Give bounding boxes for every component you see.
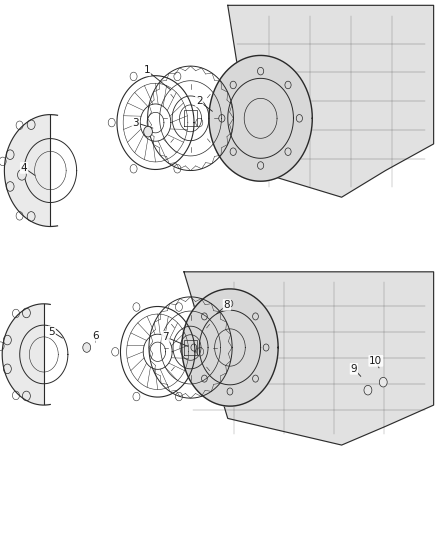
Text: 2: 2 — [196, 96, 203, 106]
Text: 1: 1 — [143, 66, 150, 75]
Circle shape — [144, 126, 152, 137]
Circle shape — [379, 377, 387, 387]
Circle shape — [83, 343, 91, 352]
Circle shape — [364, 385, 372, 395]
Circle shape — [18, 169, 26, 180]
Text: 8: 8 — [223, 300, 230, 310]
Text: 6: 6 — [92, 331, 99, 341]
Text: 3: 3 — [132, 118, 139, 127]
Polygon shape — [184, 272, 434, 445]
Polygon shape — [209, 55, 312, 181]
Polygon shape — [2, 304, 50, 405]
Text: 5: 5 — [48, 327, 55, 336]
Polygon shape — [182, 289, 278, 406]
Polygon shape — [4, 115, 57, 227]
Polygon shape — [228, 5, 434, 197]
Text: 7: 7 — [162, 332, 169, 342]
Text: 4: 4 — [21, 163, 28, 173]
Text: 10: 10 — [369, 356, 382, 366]
Text: 9: 9 — [350, 364, 357, 374]
